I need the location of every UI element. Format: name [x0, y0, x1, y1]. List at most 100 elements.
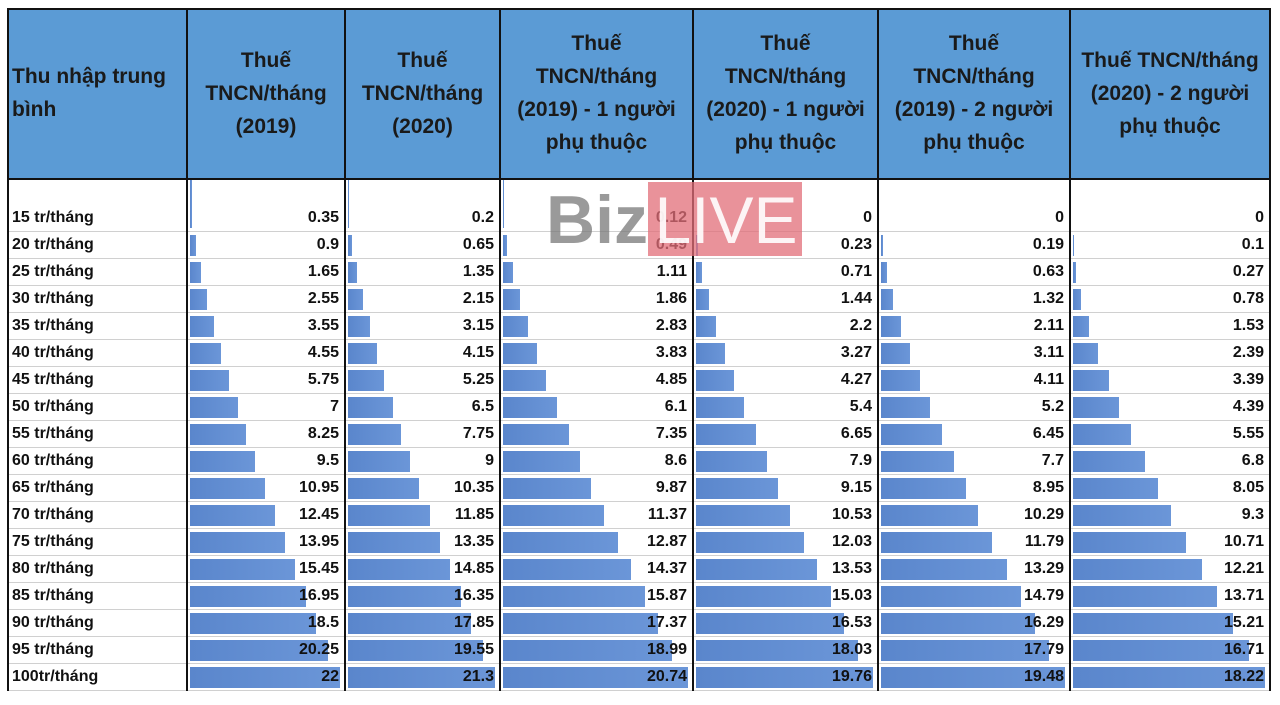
data-bar [696, 478, 778, 499]
data-bar [348, 532, 441, 553]
row-label: 50 tr/tháng [12, 398, 94, 415]
data-bar [881, 505, 979, 526]
data-bar [1073, 451, 1145, 472]
cell-value: 0.2 [471, 209, 494, 226]
data-bar [190, 478, 265, 499]
cell-value: 20.25 [298, 641, 339, 658]
cell-value: 11.37 [647, 506, 687, 523]
header-cell: Thuế TNCN/tháng (2020) - 1 người phụ thu… [693, 8, 878, 178]
data-bar [1073, 559, 1202, 580]
cell-value: 18.03 [831, 641, 872, 658]
cell-value: 15.87 [646, 587, 687, 604]
cell-value: 0.78 [1232, 290, 1264, 307]
data-bar [348, 640, 483, 661]
cell-value: 6.45 [1032, 425, 1064, 442]
data-bar [881, 343, 911, 364]
cell-value: 17.37 [646, 614, 687, 631]
cell-value: 9 [485, 452, 494, 469]
cell-value: 1.53 [1232, 317, 1264, 334]
data-bar [696, 586, 831, 607]
data-bar [348, 667, 495, 688]
cell-value: 7 [330, 398, 339, 415]
cell-value: 19.55 [453, 641, 494, 658]
cell-value: 16.71 [1223, 641, 1264, 658]
cell-value: 17.85 [453, 614, 494, 631]
cell-value: 5.25 [462, 371, 494, 388]
watermark-box [648, 182, 802, 256]
row-label: 55 tr/tháng [12, 425, 94, 442]
cell-value: 2.11 [1033, 317, 1064, 334]
data-bar [1073, 586, 1218, 607]
cell-value: 19.48 [1023, 668, 1064, 685]
cell-value: 17.79 [1023, 641, 1064, 658]
cell-value: 0.19 [1032, 236, 1064, 253]
cell-value: 16.53 [831, 614, 872, 631]
cell-value: 20.74 [646, 668, 687, 685]
header-cell: Thu nhập trung bình [8, 8, 187, 178]
data-bar [1073, 262, 1076, 283]
data-bar [1073, 316, 1090, 337]
cell-value: 10.29 [1023, 506, 1064, 523]
column-border [1069, 8, 1071, 691]
data-bar [696, 397, 745, 418]
data-bar [881, 370, 920, 391]
data-bar [1073, 667, 1265, 688]
column-border [692, 8, 694, 691]
data-bar [190, 397, 238, 418]
cell-value: 7.75 [462, 425, 494, 442]
data-bar [881, 667, 1065, 688]
cell-value: 9.3 [1241, 506, 1264, 523]
cell-value: 12.21 [1223, 560, 1264, 577]
row-label: 70 tr/tháng [12, 506, 94, 523]
cell-value: 13.35 [453, 533, 494, 550]
data-bar [696, 316, 716, 337]
data-bar [1073, 235, 1075, 256]
cell-value: 13.53 [831, 560, 872, 577]
row-divider [8, 609, 1270, 610]
header-cell: Thuế TNCN/tháng (2019) - 1 người phụ thu… [500, 8, 693, 178]
cell-value: 0.1 [1241, 236, 1264, 253]
row-label: 75 tr/tháng [12, 533, 94, 550]
cell-value: 0.65 [462, 236, 494, 253]
cell-value: 12.87 [646, 533, 687, 550]
data-bar [503, 262, 513, 283]
cell-value: 4.85 [655, 371, 687, 388]
row-label: 95 tr/tháng [12, 641, 94, 658]
row-divider [8, 636, 1270, 637]
row-divider [8, 258, 1270, 259]
cell-value: 11.79 [1024, 533, 1064, 550]
row-label: 15 tr/tháng [12, 209, 94, 226]
data-bar [1073, 478, 1158, 499]
data-bar [503, 343, 538, 364]
data-bar [696, 289, 709, 310]
cell-value: 1.44 [840, 290, 872, 307]
row-label: 60 tr/tháng [12, 452, 94, 469]
data-bar [348, 235, 353, 256]
data-bar [696, 640, 858, 661]
row-divider [8, 312, 1270, 313]
data-bar [190, 424, 247, 445]
cell-value: 16.29 [1023, 614, 1064, 631]
header-cell: Thuế TNCN/tháng (2019) [187, 8, 345, 178]
data-bar [503, 505, 605, 526]
data-bar [881, 397, 931, 418]
cell-value: 3.39 [1232, 371, 1264, 388]
data-bar [190, 667, 340, 688]
header-cell: Thuế TNCN/tháng (2020) - 2 người phụ thu… [1070, 8, 1270, 178]
cell-value: 0.35 [307, 209, 339, 226]
data-bar [503, 478, 592, 499]
data-bar [190, 451, 255, 472]
cell-value: 0.71 [840, 263, 872, 280]
cell-value: 12.03 [831, 533, 872, 550]
data-bar [696, 424, 756, 445]
cell-value: 13.71 [1223, 587, 1264, 604]
cell-value: 2.55 [307, 290, 339, 307]
cell-value: 0.27 [1232, 263, 1264, 280]
row-divider [8, 231, 1270, 232]
data-bar [503, 667, 688, 688]
cell-value: 10.95 [298, 479, 339, 496]
data-bar [348, 451, 411, 472]
data-bar [348, 397, 393, 418]
data-bar [503, 370, 547, 391]
data-bar [503, 559, 632, 580]
